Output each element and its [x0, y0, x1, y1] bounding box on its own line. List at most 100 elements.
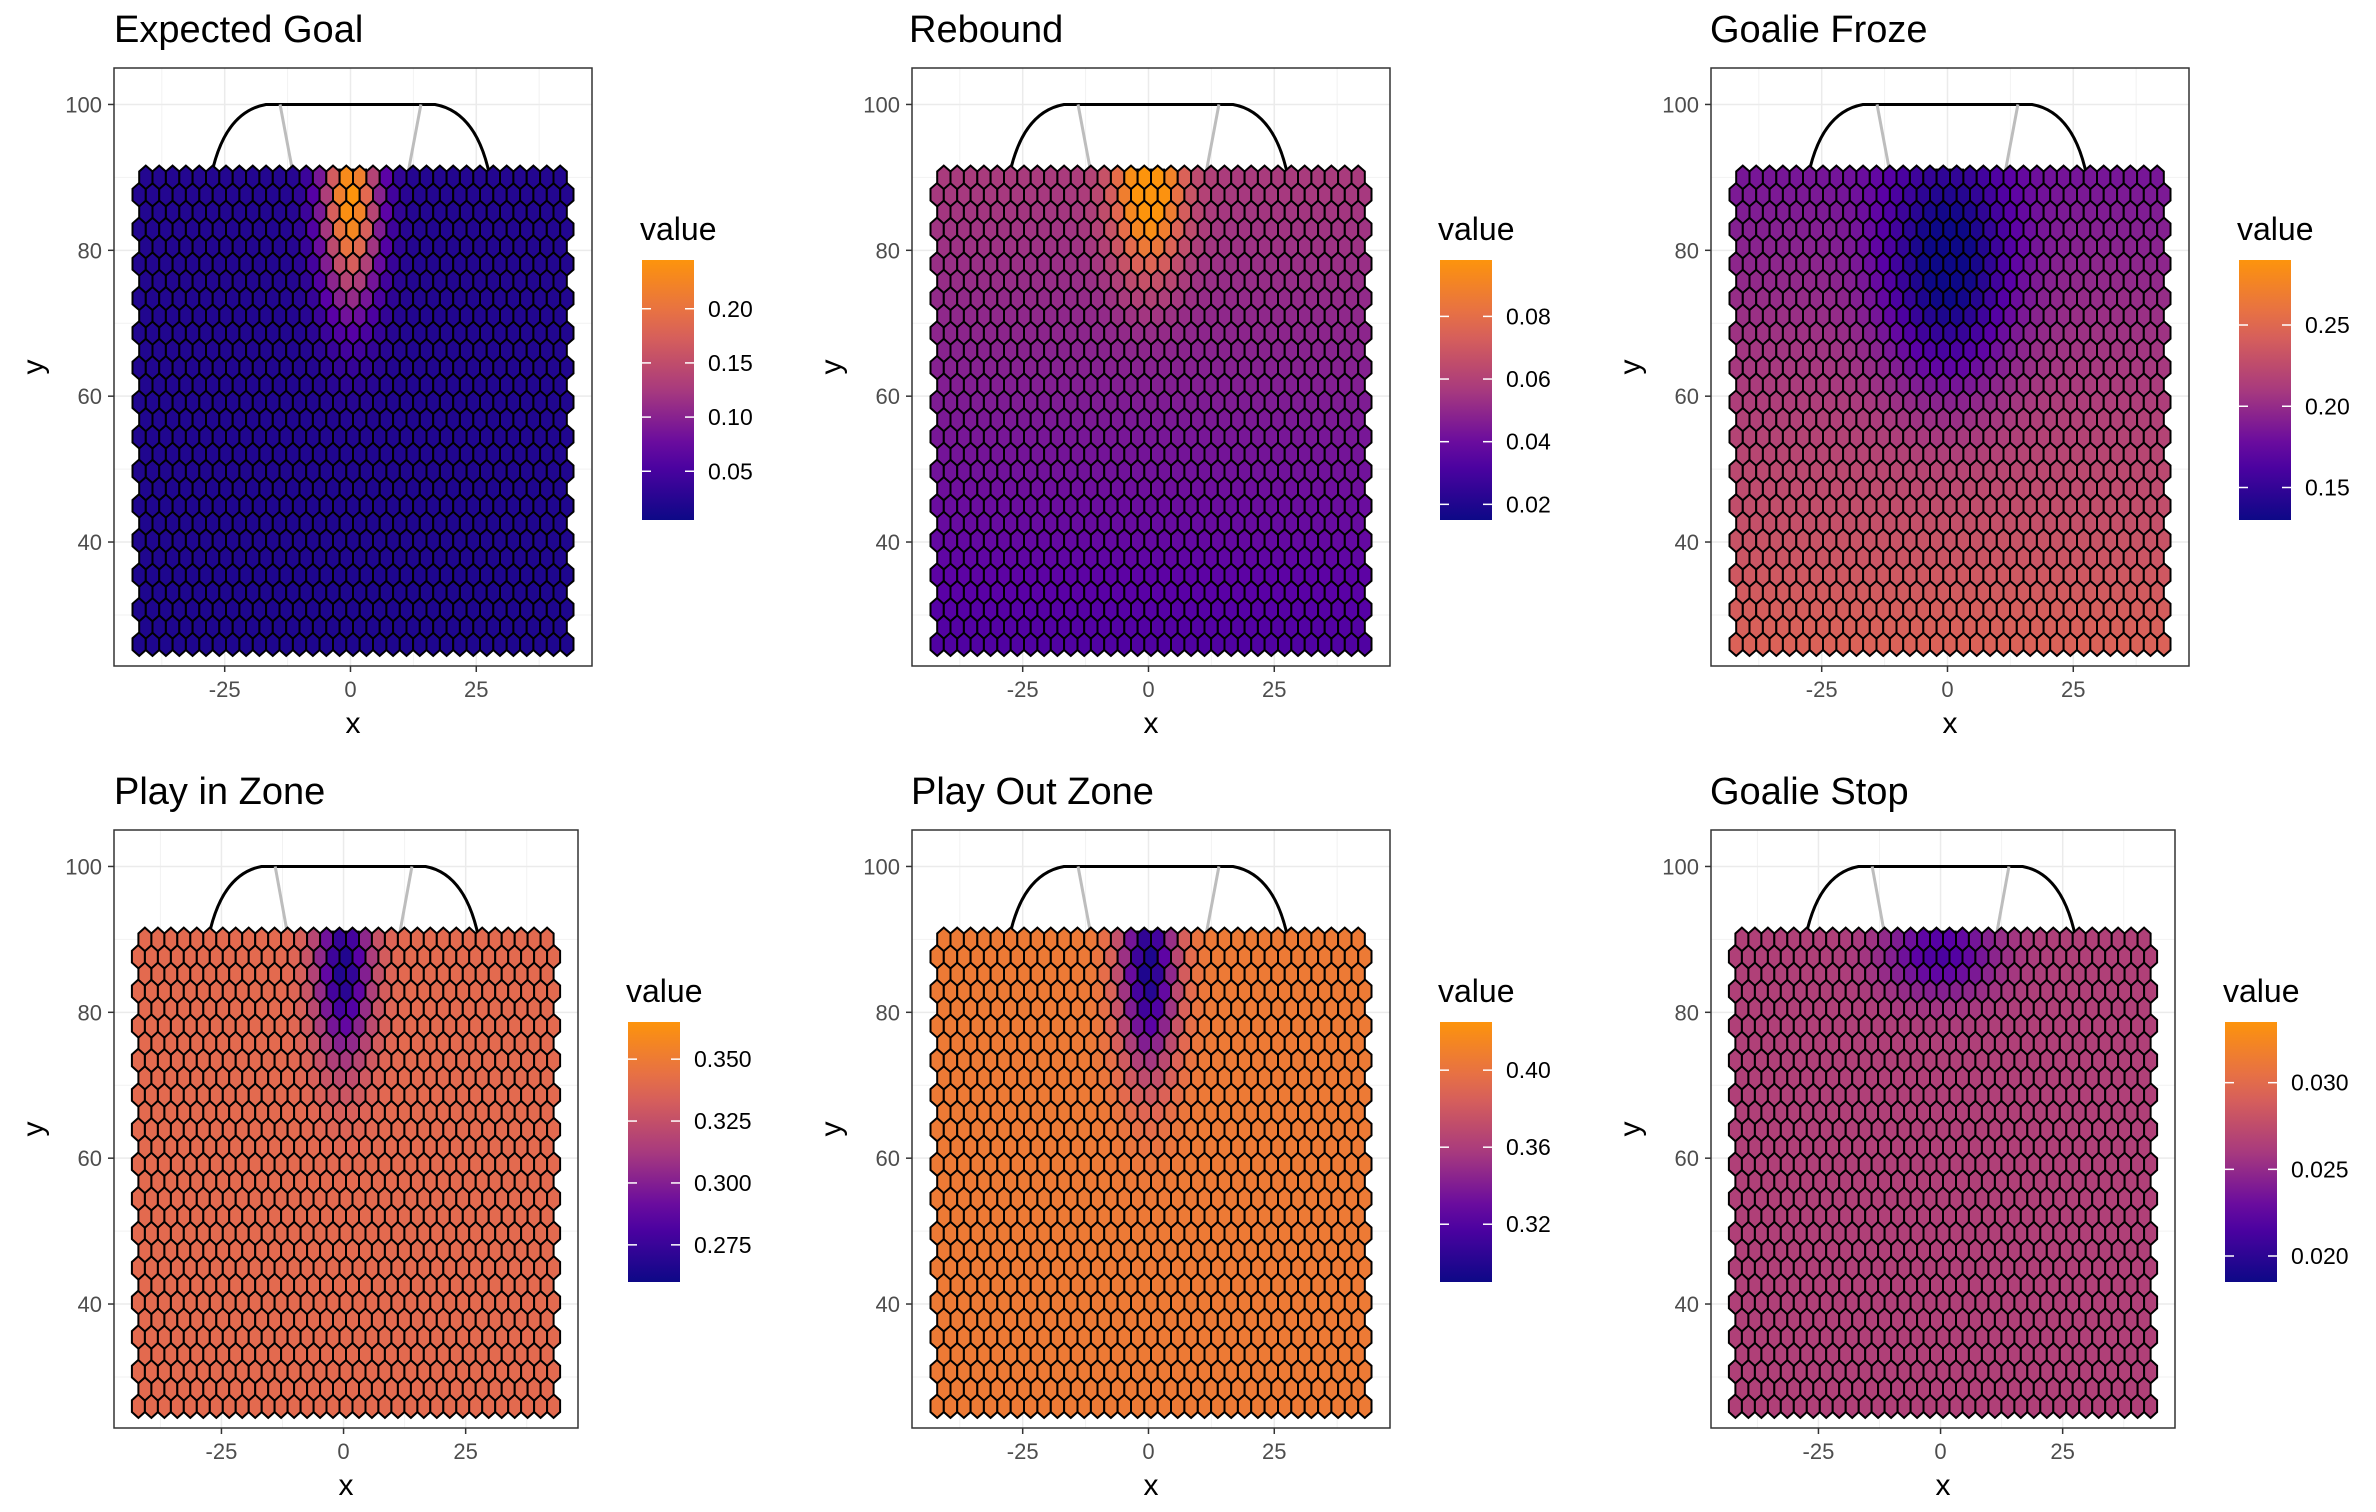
hexbin-cell	[2082, 164, 2098, 191]
y-tick-label: 40	[1675, 530, 1699, 555]
hexbin-cell	[962, 926, 979, 953]
hexbin-cell	[1270, 926, 1286, 953]
hexbin-cell	[1256, 164, 1273, 191]
hexbin-cell	[176, 926, 192, 953]
hexbin-cell	[396, 926, 412, 953]
x-tick-label: 25	[2061, 677, 2085, 702]
panel-title: Play Out Zone	[911, 771, 1154, 813]
hexbin-cell	[1003, 164, 1019, 191]
hexbin-cell	[178, 164, 194, 191]
hexbin-cell	[1003, 926, 1019, 953]
hexbin-layer	[130, 926, 562, 1420]
hexbin-cell	[352, 164, 368, 191]
hexbin-cell	[1802, 164, 1818, 191]
y-axis-title: y	[1614, 360, 1647, 375]
hexbin-cell	[325, 164, 341, 191]
y-tick-label: 80	[1675, 238, 1699, 263]
y-tick-label: 40	[78, 530, 102, 555]
legend-title: value	[626, 973, 703, 1009]
hexbin-cell	[1029, 926, 1046, 953]
hexbin-cell	[448, 926, 464, 953]
legend-label: 0.06	[1506, 366, 1551, 392]
hexbin-cell	[1350, 164, 1366, 191]
hexbin-cell	[1989, 164, 2005, 191]
y-axis-title: y	[815, 360, 848, 375]
legend-colorbar	[642, 260, 694, 520]
hexbin-cell	[1310, 926, 1326, 953]
hexbin-cell	[461, 926, 477, 953]
hexbin-cell	[2069, 164, 2085, 191]
hexbin-cell	[1775, 164, 1791, 191]
hexbin-cell	[267, 926, 283, 953]
hexbin-cell	[512, 164, 528, 191]
hexbin-cell	[392, 164, 408, 191]
hexbin-cell	[2002, 164, 2018, 191]
hexbin-cell	[1230, 164, 1246, 191]
y-tick-label: 60	[876, 384, 900, 409]
hexbin-cell	[191, 164, 207, 191]
hexbin-cell	[245, 164, 261, 191]
hexbin-cell	[1815, 164, 1831, 191]
hexbin-cell	[1297, 164, 1313, 191]
hexbin-cell	[378, 164, 395, 191]
hexbin-cell	[1043, 926, 1059, 953]
legend-label: 0.36	[1506, 1134, 1551, 1160]
hexbin-layer	[929, 926, 1373, 1420]
hexbin-cell	[137, 926, 153, 953]
hexbin-cell	[1270, 164, 1286, 191]
hexbin-cell	[1109, 164, 1126, 191]
legend-title: value	[1438, 973, 1515, 1009]
hexbin-cell	[1735, 164, 1751, 191]
hexbin-cell	[1337, 164, 1353, 191]
hexbin-cell	[552, 164, 568, 191]
hexbin-cell	[949, 164, 965, 191]
x-tick-label: 25	[1262, 677, 1286, 702]
x-tick-label: -25	[206, 1439, 238, 1464]
facet-panel-4: Play in Zone-25 0 25406080100xyvalue0.2750…	[17, 771, 752, 1502]
hexbin-cell	[285, 164, 301, 191]
hexbin-cell	[432, 164, 448, 191]
hexbin-cell	[358, 926, 373, 953]
hexbin-cell	[1163, 926, 1179, 953]
y-tick-label: 40	[78, 1292, 102, 1317]
hexbin-cell	[949, 926, 965, 953]
hexbin-cell	[338, 164, 354, 191]
y-tick-label: 40	[876, 530, 900, 555]
y-tick-label: 80	[78, 1000, 102, 1025]
legend-label: 0.20	[2305, 393, 2350, 419]
hexbin-cell	[332, 926, 347, 953]
x-axis-title: x	[339, 1469, 354, 1502]
hexbin-cell	[202, 926, 218, 953]
y-axis-title: y	[815, 1122, 848, 1137]
hexbin-cell	[1083, 926, 1099, 953]
x-axis-title: x	[1144, 707, 1159, 740]
y-tick-label: 60	[78, 384, 102, 409]
hexbin-cell	[1069, 926, 1086, 953]
hexbin-cell	[409, 926, 425, 953]
hexbin-cell	[1350, 926, 1366, 953]
hexbin-cell	[319, 926, 334, 953]
x-tick-label: 0	[337, 1439, 349, 1464]
hexbin-cell	[1016, 926, 1032, 953]
hexbin-cell	[151, 164, 167, 191]
legend-label: 0.04	[1506, 429, 1551, 455]
y-tick-label: 40	[876, 1292, 900, 1317]
y-tick-label: 80	[78, 238, 102, 263]
hexbin-cell	[1283, 164, 1299, 191]
hexbin-cell	[500, 926, 516, 953]
hexbin-cell	[1323, 164, 1340, 191]
legend-label: 0.15	[2305, 475, 2350, 501]
hexbin-cell	[1123, 926, 1139, 953]
hexbin-cell	[1043, 164, 1059, 191]
legend-label: 0.275	[694, 1232, 752, 1258]
hexbin-layer	[1728, 164, 2172, 658]
hexbin-cell	[189, 926, 205, 953]
hexbin-cell	[1908, 164, 1925, 191]
y-tick-label: 80	[876, 1000, 900, 1025]
hexbin-cell	[258, 164, 274, 191]
hexbin-cell	[150, 926, 166, 953]
y-tick-label: 100	[65, 92, 102, 117]
